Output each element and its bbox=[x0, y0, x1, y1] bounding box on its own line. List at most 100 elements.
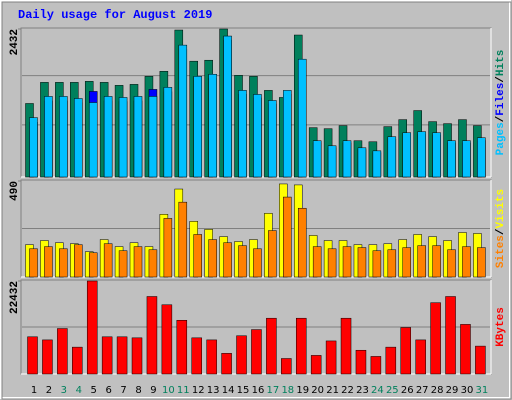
x-tick-label: 3 bbox=[61, 385, 67, 396]
x-tick-label: 26 bbox=[401, 385, 414, 396]
legend-entry: Sites bbox=[495, 235, 507, 268]
legend-entry: Pages bbox=[495, 122, 507, 155]
bar bbox=[74, 244, 83, 278]
bar bbox=[74, 98, 83, 178]
bar bbox=[387, 249, 397, 278]
bar bbox=[415, 339, 426, 375]
bar bbox=[253, 94, 262, 178]
legend: Pages/Files/Hits bbox=[495, 50, 507, 156]
bar bbox=[432, 245, 441, 278]
bar bbox=[417, 245, 426, 278]
chart-title: Daily usage for August 2019 bbox=[18, 8, 212, 22]
bar bbox=[432, 132, 441, 178]
x-tick-label: 20 bbox=[311, 385, 324, 396]
bar bbox=[355, 349, 367, 375]
x-tick-label: 15 bbox=[237, 385, 250, 396]
y-tick-label: 490 bbox=[9, 181, 21, 201]
bar bbox=[146, 296, 158, 375]
bar bbox=[176, 320, 188, 375]
bar bbox=[44, 96, 53, 178]
bar bbox=[44, 246, 53, 278]
legend-separator: / bbox=[495, 76, 507, 83]
x-tick-label: 11 bbox=[177, 385, 190, 396]
x-tick-label: 19 bbox=[296, 385, 309, 396]
bar bbox=[223, 35, 232, 178]
bar bbox=[163, 87, 173, 178]
bar bbox=[72, 346, 83, 375]
bar bbox=[342, 140, 352, 178]
bar bbox=[191, 337, 202, 375]
legend: Sites/Visits bbox=[495, 189, 507, 268]
bar bbox=[447, 140, 456, 178]
x-tick-label: 24 bbox=[371, 385, 384, 396]
bar bbox=[223, 242, 232, 278]
bar bbox=[59, 248, 68, 278]
bar bbox=[477, 247, 486, 278]
bar bbox=[312, 246, 322, 278]
bar bbox=[447, 249, 456, 278]
bar bbox=[475, 345, 486, 375]
legend-separator: / bbox=[495, 228, 507, 235]
legend-entry: Files bbox=[495, 83, 507, 116]
bar bbox=[281, 358, 292, 375]
bar bbox=[101, 336, 113, 375]
bar bbox=[253, 248, 262, 278]
x-tick-label: 31 bbox=[476, 385, 489, 396]
bar bbox=[133, 246, 143, 278]
bar bbox=[402, 132, 411, 178]
x-tick-label: 28 bbox=[431, 385, 444, 396]
bar bbox=[59, 96, 68, 178]
bar bbox=[402, 247, 411, 278]
x-tick-label: 10 bbox=[162, 385, 175, 396]
legend-separator: / bbox=[495, 115, 507, 122]
bar bbox=[266, 317, 277, 375]
x-tick-label: 21 bbox=[326, 385, 339, 396]
x-tick-label: 29 bbox=[446, 385, 459, 396]
bar bbox=[238, 245, 247, 278]
bar bbox=[460, 324, 471, 375]
bar bbox=[325, 340, 337, 375]
bar bbox=[370, 356, 382, 375]
bar bbox=[357, 247, 367, 278]
bar bbox=[297, 58, 307, 178]
bar bbox=[327, 145, 337, 178]
bar bbox=[327, 248, 337, 278]
x-tick-label: 14 bbox=[222, 385, 235, 396]
bar bbox=[283, 196, 292, 278]
bar bbox=[387, 136, 397, 178]
bar bbox=[477, 137, 486, 178]
bar bbox=[118, 250, 128, 278]
bar bbox=[148, 96, 158, 178]
bar bbox=[29, 117, 38, 178]
bar bbox=[462, 140, 471, 178]
y-tick-label: 2432 bbox=[9, 29, 21, 55]
x-tick-label: 1 bbox=[31, 385, 37, 396]
bar bbox=[295, 317, 307, 375]
x-tick-label: 22 bbox=[341, 385, 354, 396]
bar bbox=[236, 335, 247, 375]
x-tick-label: 30 bbox=[461, 385, 474, 396]
bar bbox=[268, 230, 277, 278]
bar bbox=[312, 140, 322, 178]
bar bbox=[29, 248, 38, 278]
bar bbox=[208, 239, 217, 278]
x-tick-label: 27 bbox=[416, 385, 429, 396]
x-tick-label: 2 bbox=[46, 385, 52, 396]
legend-entry: Visits bbox=[495, 189, 507, 229]
x-tick-label: 12 bbox=[192, 385, 205, 396]
x-tick-label: 9 bbox=[150, 385, 156, 396]
bar bbox=[283, 90, 292, 178]
y-tick-label: 22432 bbox=[9, 281, 21, 314]
bar bbox=[42, 339, 53, 375]
bar bbox=[238, 90, 247, 178]
x-tick-label: 7 bbox=[120, 385, 126, 396]
bar bbox=[206, 339, 217, 375]
bar bbox=[163, 218, 173, 278]
x-tick-label: 17 bbox=[267, 385, 280, 396]
x-tick-label: 18 bbox=[281, 385, 294, 396]
x-tick-label: 25 bbox=[386, 385, 399, 396]
x-tick-label: 8 bbox=[135, 385, 141, 396]
bar bbox=[268, 100, 277, 178]
